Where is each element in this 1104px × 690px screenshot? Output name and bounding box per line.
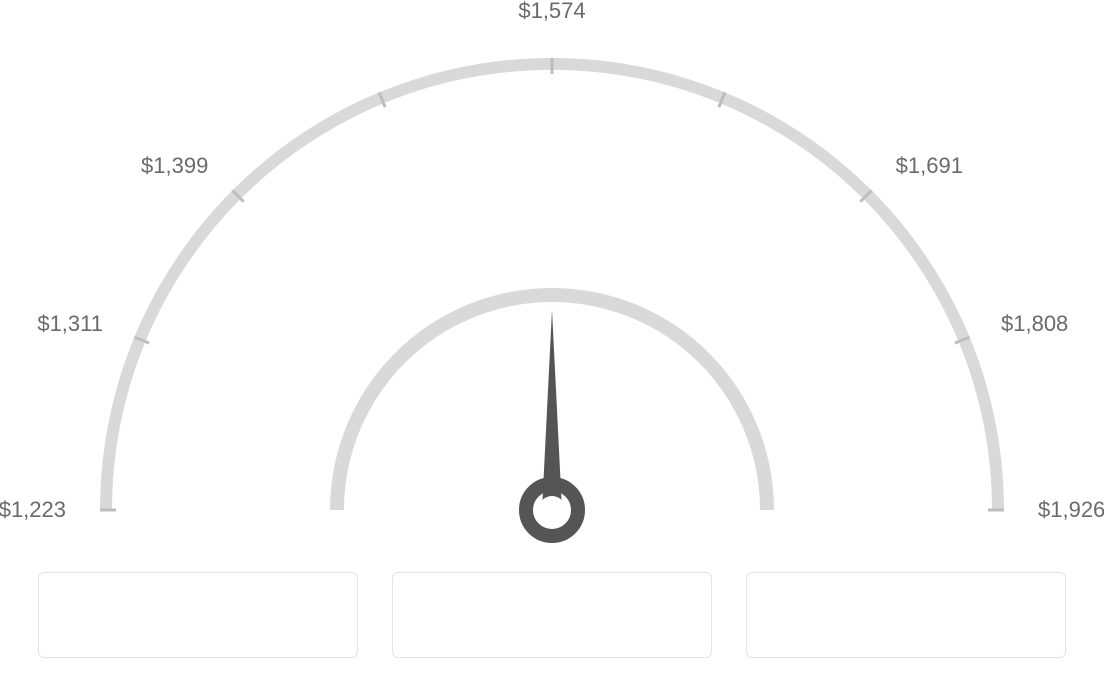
gauge-tick-label: $1,223 <box>0 497 66 523</box>
gauge-needle-hub-inner <box>538 496 566 524</box>
gauge-tick-label: $1,691 <box>896 153 963 179</box>
legend-title-min <box>190 608 206 616</box>
gauge-tick-label: $1,311 <box>37 311 103 337</box>
legend-title-max <box>898 608 914 616</box>
dot-icon <box>898 608 906 616</box>
gauge-tick-label: $1,574 <box>518 0 585 24</box>
legend-card-min <box>38 572 358 658</box>
legend-row <box>0 572 1104 658</box>
gauge-tick-label: $1,926 <box>1038 497 1104 523</box>
gauge-tick-label: $1,808 <box>1001 311 1068 337</box>
legend-card-avg <box>392 572 712 658</box>
legend-title-avg <box>544 608 560 616</box>
gauge-container: $1,223 $1,311 $1,399 $1,574 $1,691 $1,808 $1,9… <box>0 0 1104 560</box>
dot-icon <box>544 608 552 616</box>
dot-icon <box>190 608 198 616</box>
gauge-svg <box>52 40 1052 560</box>
gauge-tick-label: $1,399 <box>141 153 208 179</box>
legend-card-max <box>746 572 1066 658</box>
